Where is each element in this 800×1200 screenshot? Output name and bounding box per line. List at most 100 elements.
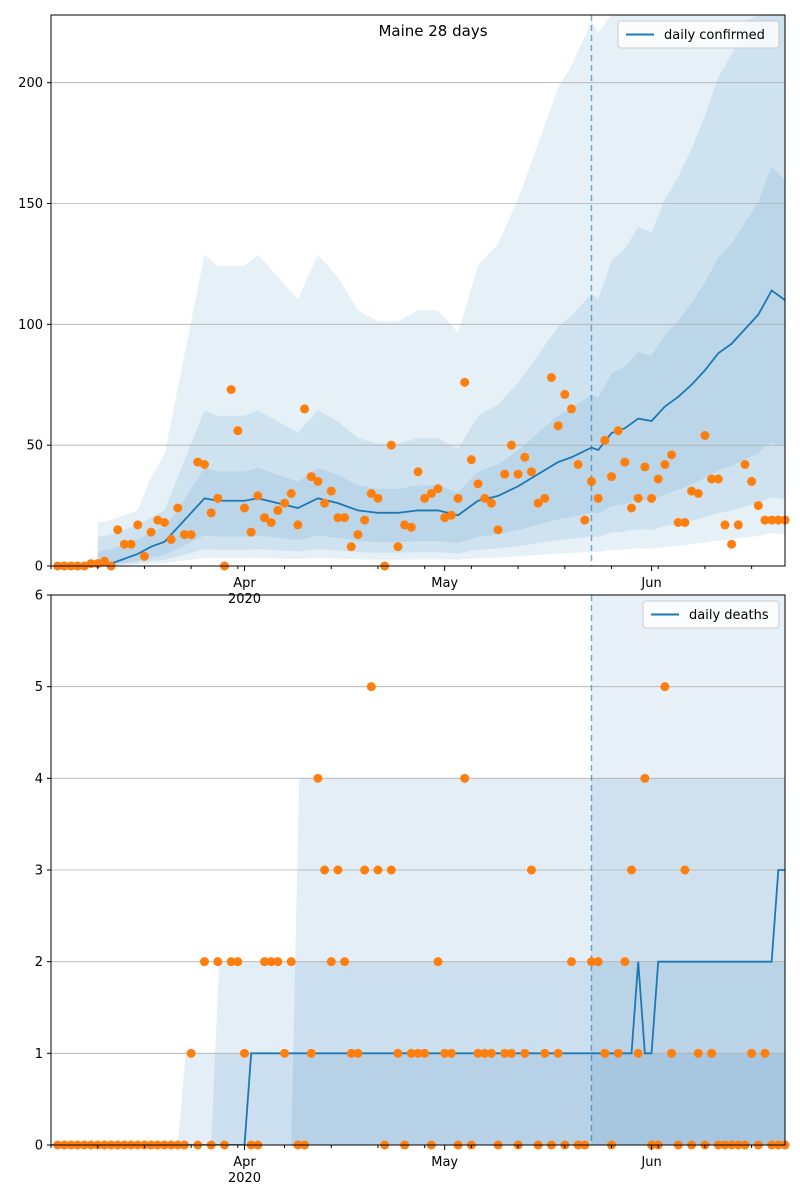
- data-point: [600, 435, 610, 445]
- data-point: [346, 1048, 356, 1058]
- data-point: [199, 460, 209, 469]
- data-point: [233, 426, 243, 436]
- data-point: [240, 503, 250, 513]
- y-tick-label: 3: [35, 864, 43, 879]
- x-tick-label: Jun: [640, 1155, 661, 1170]
- data-point: [206, 508, 216, 518]
- data-point: [173, 503, 183, 513]
- data-point: [613, 426, 623, 436]
- y-tick-label: 2: [35, 955, 43, 970]
- data-point: [506, 1048, 516, 1058]
- data-point: [640, 462, 650, 472]
- data-point: [433, 484, 443, 494]
- data-point: [366, 489, 376, 498]
- data-point: [526, 865, 536, 875]
- y-tick-label: 100: [18, 318, 43, 333]
- data-point: [733, 520, 743, 530]
- data-point: [580, 515, 590, 525]
- data-point: [673, 518, 683, 527]
- legend: daily confirmed: [617, 20, 780, 49]
- data-point: [700, 431, 710, 440]
- data-point: [253, 491, 263, 501]
- data-point: [139, 551, 149, 561]
- data-point: [159, 518, 169, 527]
- x-tick-label: May: [431, 1155, 458, 1170]
- data-point: [306, 1048, 316, 1058]
- data-point: [393, 542, 403, 552]
- data-point: [453, 493, 463, 503]
- data-point: [647, 493, 657, 503]
- data-point: [640, 773, 650, 783]
- data-point: [446, 510, 456, 520]
- data-point: [627, 503, 637, 513]
- data-point: [133, 520, 143, 530]
- data-point: [273, 957, 283, 967]
- data-point: [420, 1048, 430, 1058]
- data-point: [720, 520, 730, 530]
- data-point: [293, 520, 303, 530]
- data-point: [740, 460, 750, 469]
- data-point: [693, 489, 703, 498]
- data-point: [473, 479, 483, 489]
- x-tick-label: Apr: [233, 576, 256, 591]
- data-point: [513, 469, 523, 479]
- data-point: [326, 486, 336, 496]
- data-point: [373, 865, 383, 875]
- uncertainty-band: [97, 166, 785, 566]
- data-point: [753, 501, 763, 511]
- x-tick-label: May: [431, 576, 458, 591]
- data-point: [406, 522, 416, 532]
- data-point: [727, 539, 737, 549]
- data-point: [233, 957, 243, 967]
- y-tick-label: 0: [35, 560, 43, 575]
- data-point: [126, 539, 136, 549]
- data-point: [186, 1048, 196, 1058]
- data-point: [593, 957, 603, 967]
- data-point: [446, 1048, 456, 1058]
- data-point: [413, 1048, 423, 1058]
- data-point: [166, 534, 176, 544]
- data-point: [607, 472, 617, 482]
- data-point: [553, 421, 563, 431]
- data-point: [660, 460, 670, 469]
- data-point: [747, 476, 757, 486]
- y-tick-label: 200: [18, 76, 43, 91]
- data-point: [533, 498, 543, 508]
- legend-label-daily-deaths: daily deaths: [689, 608, 769, 623]
- data-point: [573, 460, 583, 469]
- data-point: [326, 957, 336, 967]
- data-point: [560, 389, 570, 399]
- data-point: [600, 1048, 610, 1058]
- data-point: [500, 469, 510, 479]
- data-point: [240, 1048, 250, 1058]
- y-tick-label: 150: [18, 197, 43, 212]
- data-point: [520, 1048, 530, 1058]
- data-point: [260, 513, 270, 523]
- data-point: [420, 493, 430, 503]
- chart-title: Maine 28 days: [378, 22, 487, 40]
- data-point: [480, 1048, 490, 1058]
- data-point: [340, 513, 350, 523]
- data-point: [713, 474, 723, 484]
- x-tick-year-label: 2020: [228, 1171, 261, 1186]
- y-tick-label: 0: [35, 1139, 43, 1154]
- data-point: [620, 957, 630, 967]
- series-line-daily-deaths: [51, 869, 785, 1145]
- data-point: [320, 498, 330, 508]
- data-point: [440, 1048, 450, 1058]
- data-point: [460, 773, 470, 783]
- data-point: [266, 957, 276, 967]
- data-point: [406, 1048, 416, 1058]
- data-point: [393, 1048, 403, 1058]
- data-point: [226, 385, 236, 395]
- data-point: [179, 530, 189, 540]
- data-point: [146, 527, 156, 537]
- data-point: [346, 542, 356, 552]
- data-point: [480, 493, 490, 503]
- data-point: [506, 440, 516, 450]
- data-point: [313, 773, 323, 783]
- data-point: [313, 476, 323, 486]
- data-point: [413, 467, 423, 477]
- data-point: [119, 539, 129, 549]
- data-point: [433, 957, 443, 967]
